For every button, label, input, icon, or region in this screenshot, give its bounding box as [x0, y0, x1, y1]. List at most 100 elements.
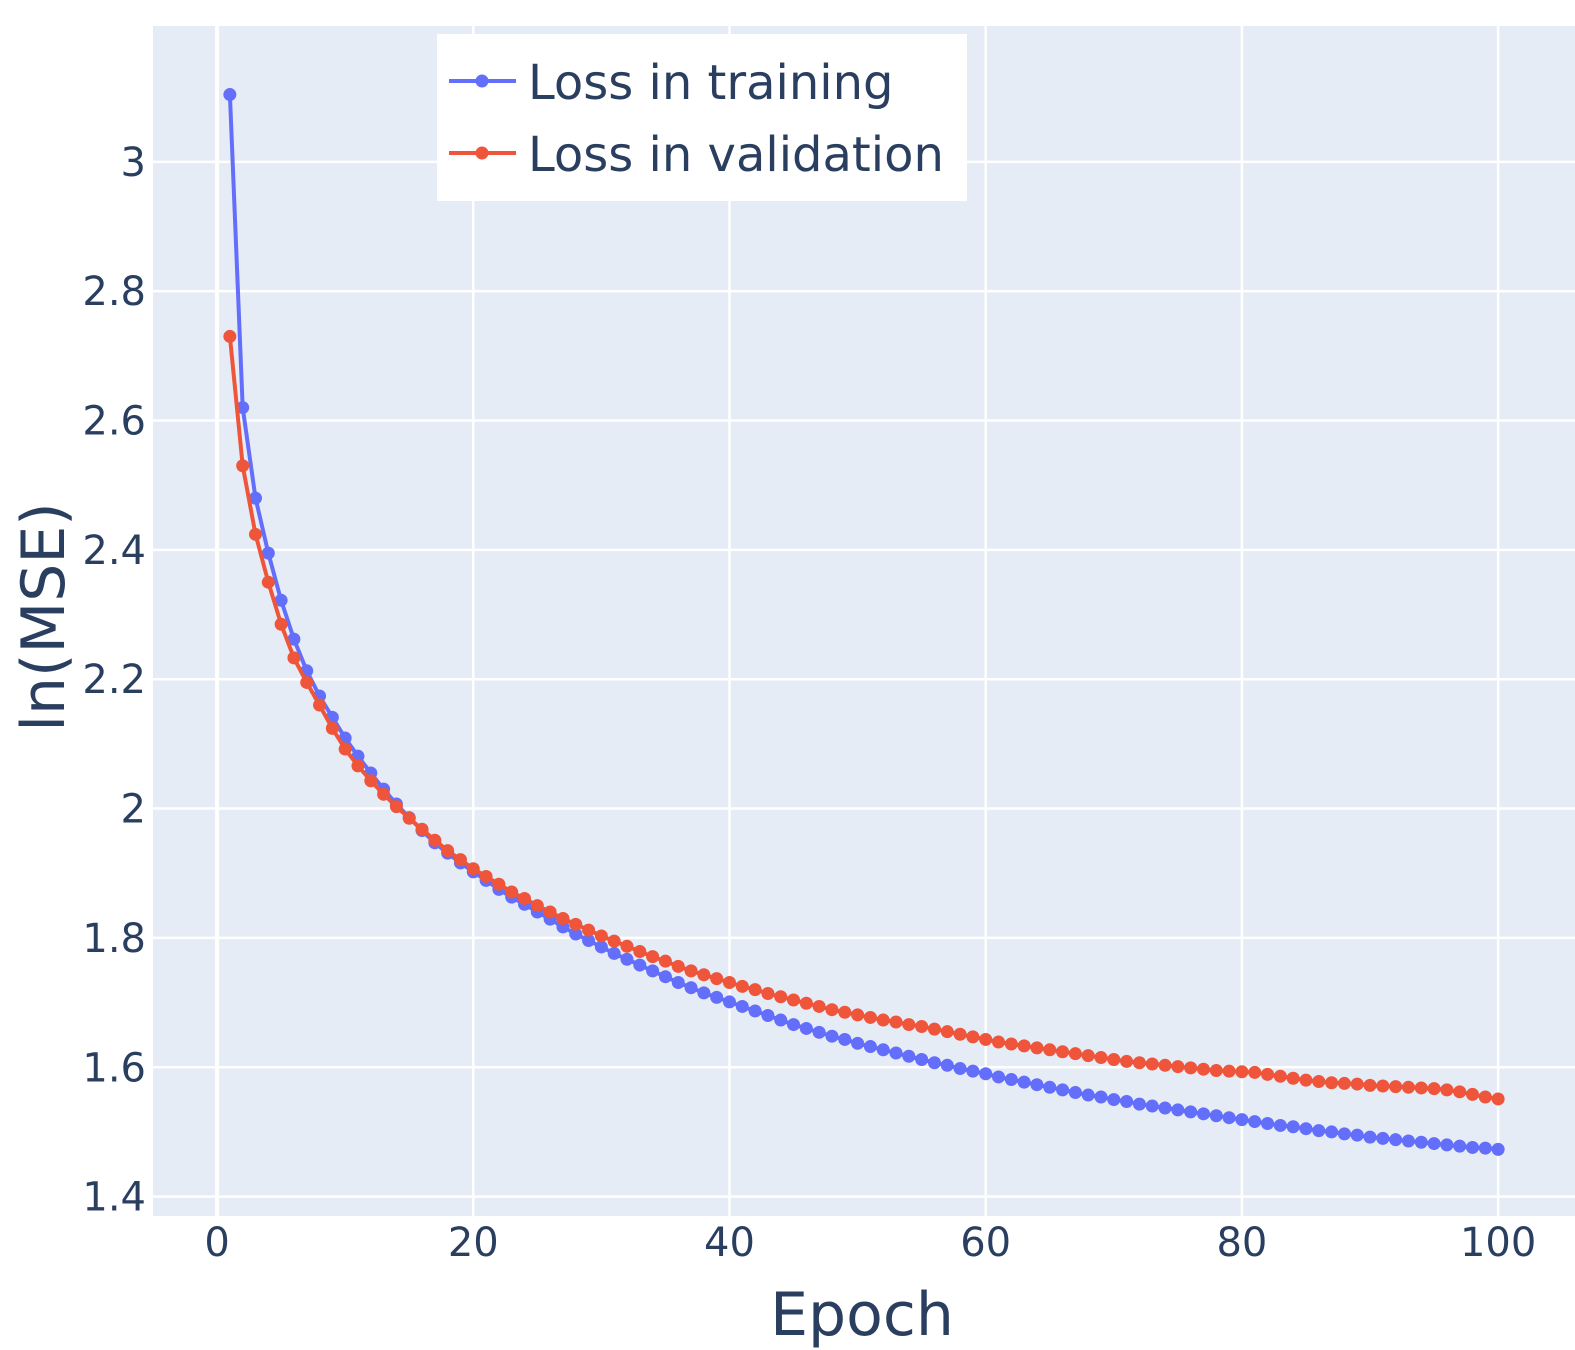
- y-tick-label: 2.2: [82, 657, 146, 703]
- data-point: [1043, 1080, 1057, 1094]
- data-point: [735, 999, 749, 1013]
- data-point: [556, 912, 570, 925]
- data-point: [1184, 1105, 1198, 1119]
- data-point: [569, 917, 583, 931]
- data-point: [1401, 1134, 1415, 1148]
- x-tick-label: 100: [1460, 1220, 1536, 1266]
- data-point: [902, 1049, 916, 1063]
- legend-label-training: Loss in training: [528, 55, 894, 111]
- y-tick-label: 2.8: [82, 269, 146, 315]
- y-gridlines: [153, 160, 1575, 1198]
- y-tick-label: 1.8: [82, 916, 146, 962]
- data-point: [633, 944, 647, 958]
- data-point: [1056, 1083, 1070, 1097]
- data-point: [1017, 1039, 1031, 1053]
- data-point: [1478, 1141, 1492, 1155]
- data-point: [1478, 1090, 1492, 1104]
- data-point: [338, 742, 352, 756]
- data-point: [761, 1009, 775, 1023]
- data-point: [825, 1029, 839, 1043]
- data-point: [582, 923, 596, 937]
- data-point: [1196, 1062, 1210, 1076]
- data-point: [1056, 1045, 1070, 1059]
- data-point: [1004, 1073, 1018, 1087]
- y-tick-labels: 1.4 1.6 1.8 2 2.2 2.4 2.6 2.8 3: [82, 140, 146, 1221]
- data-point: [927, 1022, 941, 1036]
- data-point: [402, 811, 416, 825]
- data-point: [774, 1013, 788, 1027]
- data-point: [582, 933, 596, 947]
- data-point: [1427, 1137, 1441, 1151]
- y-tick-label: 2.6: [82, 399, 146, 445]
- data-point: [1273, 1069, 1287, 1083]
- data-point: [748, 1004, 762, 1018]
- data-point: [979, 1067, 993, 1081]
- data-point: [1081, 1088, 1095, 1102]
- data-point: [479, 869, 493, 883]
- data-point: [274, 593, 288, 607]
- data-point: [274, 617, 288, 631]
- data-point: [992, 1035, 1006, 1049]
- data-point: [415, 822, 429, 836]
- data-point: [505, 885, 519, 899]
- data-point: [1120, 1054, 1134, 1068]
- data-point: [466, 862, 480, 876]
- data-point: [1184, 1061, 1198, 1075]
- plot-background: [153, 26, 1575, 1216]
- y-tick-label: 2: [121, 787, 146, 833]
- data-point: [364, 774, 378, 788]
- data-point: [1312, 1124, 1326, 1138]
- data-point: [389, 800, 403, 814]
- y-tick-label: 1.4: [82, 1175, 146, 1221]
- data-point: [1312, 1074, 1326, 1088]
- data-point: [223, 88, 237, 102]
- y-tick-label: 3: [121, 140, 146, 186]
- data-point: [236, 459, 250, 473]
- data-point: [658, 954, 672, 968]
- data-point: [671, 959, 685, 973]
- x-tick-label: 60: [960, 1220, 1011, 1266]
- data-point: [313, 698, 327, 712]
- data-point: [1222, 1111, 1236, 1125]
- data-point: [1286, 1120, 1300, 1134]
- data-point: [1414, 1135, 1428, 1149]
- data-point: [325, 721, 339, 735]
- data-point: [787, 993, 801, 1007]
- y-tick-label: 2.4: [82, 528, 146, 574]
- data-point: [1440, 1083, 1454, 1097]
- data-point: [799, 996, 813, 1010]
- data-point: [915, 1020, 929, 1034]
- data-point: [953, 1062, 967, 1076]
- data-point: [620, 939, 634, 953]
- x-gridlines: [215, 26, 1500, 1216]
- data-point: [799, 1021, 813, 1035]
- data-point: [1094, 1051, 1108, 1065]
- data-point: [1363, 1078, 1377, 1092]
- data-point: [441, 844, 455, 858]
- data-point: [851, 1036, 865, 1050]
- data-point: [838, 1032, 852, 1046]
- data-point: [940, 1058, 954, 1072]
- data-point: [761, 987, 775, 1001]
- data-point: [1235, 1113, 1249, 1127]
- data-point: [1401, 1080, 1415, 1094]
- series-0: [223, 88, 1505, 1156]
- x-tick-label: 20: [448, 1220, 499, 1266]
- data-point: [1158, 1101, 1172, 1115]
- data-point: [953, 1027, 967, 1041]
- data-point: [607, 946, 621, 960]
- data-point: [1248, 1065, 1262, 1079]
- data-point: [594, 929, 608, 943]
- legend-box: [437, 34, 967, 201]
- data-point: [812, 1025, 826, 1039]
- data-point: [697, 986, 711, 1000]
- legend-marker-training: [475, 74, 489, 88]
- data-point: [1145, 1057, 1159, 1071]
- data-point: [992, 1070, 1006, 1084]
- data-point: [1376, 1131, 1390, 1145]
- data-point: [902, 1018, 916, 1032]
- data-point: [287, 632, 301, 646]
- data-point: [1171, 1060, 1185, 1074]
- data-point: [1453, 1085, 1467, 1099]
